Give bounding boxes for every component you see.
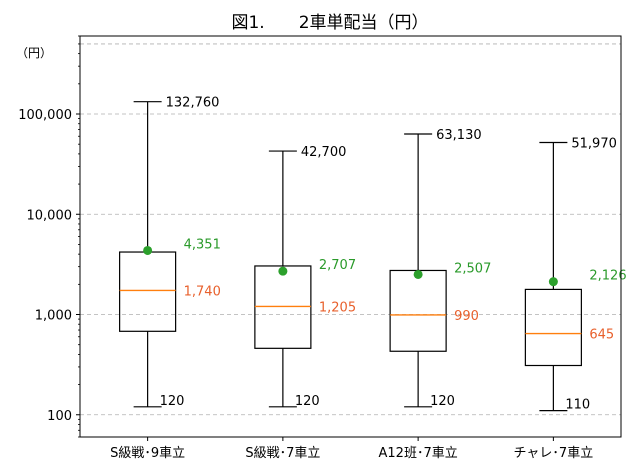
category-label: チャレ･7車立 bbox=[514, 446, 594, 461]
mean-value-label: 2,507 bbox=[454, 261, 491, 276]
y-tick-label: 100,000 bbox=[18, 108, 72, 123]
x-axis-category-labels: S級戦･9車立 S級戦･7車立 A12班･7車立 チャレ･7車立 bbox=[110, 437, 593, 461]
category-label: A12班･7車立 bbox=[379, 446, 458, 461]
mean-value-label: 4,351 bbox=[184, 237, 221, 252]
box-group: 63,130 120 2,507 990 bbox=[389, 128, 491, 409]
mean-marker bbox=[278, 266, 288, 276]
box-group: 42,700 120 2,707 1,205 bbox=[254, 145, 356, 409]
grid-lines bbox=[80, 43, 621, 416]
median-value-label: 1,205 bbox=[319, 300, 356, 315]
y-axis-unit-label: （円） bbox=[16, 46, 52, 60]
min-value-label: 120 bbox=[430, 394, 455, 409]
median-value-label: 1,740 bbox=[184, 284, 221, 299]
y-axis: 100 1,000 10,000 100,000 bbox=[18, 35, 80, 438]
median-value-label: 990 bbox=[454, 309, 479, 324]
iqr-box bbox=[524, 288, 582, 367]
mean-value-label: 2,126 bbox=[589, 269, 626, 284]
mean-marker bbox=[548, 277, 558, 287]
max-value-label: 132,760 bbox=[166, 96, 220, 111]
mean-marker bbox=[413, 269, 423, 279]
max-value-label: 51,970 bbox=[571, 137, 617, 152]
chart-title: 図1. 2車単配当（円） bbox=[231, 13, 428, 33]
min-value-label: 120 bbox=[160, 394, 185, 409]
iqr-box bbox=[389, 269, 447, 352]
category-label: S級戦･7車立 bbox=[245, 446, 320, 461]
max-value-label: 42,700 bbox=[301, 145, 347, 160]
min-value-label: 110 bbox=[565, 398, 590, 413]
iqr-box bbox=[119, 251, 177, 332]
max-value-label: 63,130 bbox=[436, 128, 482, 143]
y-tick-label: 10,000 bbox=[27, 208, 73, 223]
y-tick-label: 1,000 bbox=[35, 309, 72, 324]
median-value-label: 645 bbox=[589, 328, 614, 343]
box-group: 51,970 110 2,126 645 bbox=[524, 137, 627, 413]
box-group: 132,760 120 4,351 1,740 bbox=[119, 96, 221, 409]
mean-marker bbox=[143, 245, 153, 255]
boxes: 132,760 120 4,351 1,740 42,700 120 2,707 1,205 6… bbox=[119, 96, 627, 413]
iqr-box bbox=[254, 265, 312, 349]
y-tick-label: 100 bbox=[47, 409, 72, 424]
mean-value-label: 2,707 bbox=[319, 258, 356, 273]
plot-frame bbox=[79, 35, 622, 438]
min-value-label: 120 bbox=[295, 394, 320, 409]
category-label: S級戦･9車立 bbox=[110, 446, 185, 461]
